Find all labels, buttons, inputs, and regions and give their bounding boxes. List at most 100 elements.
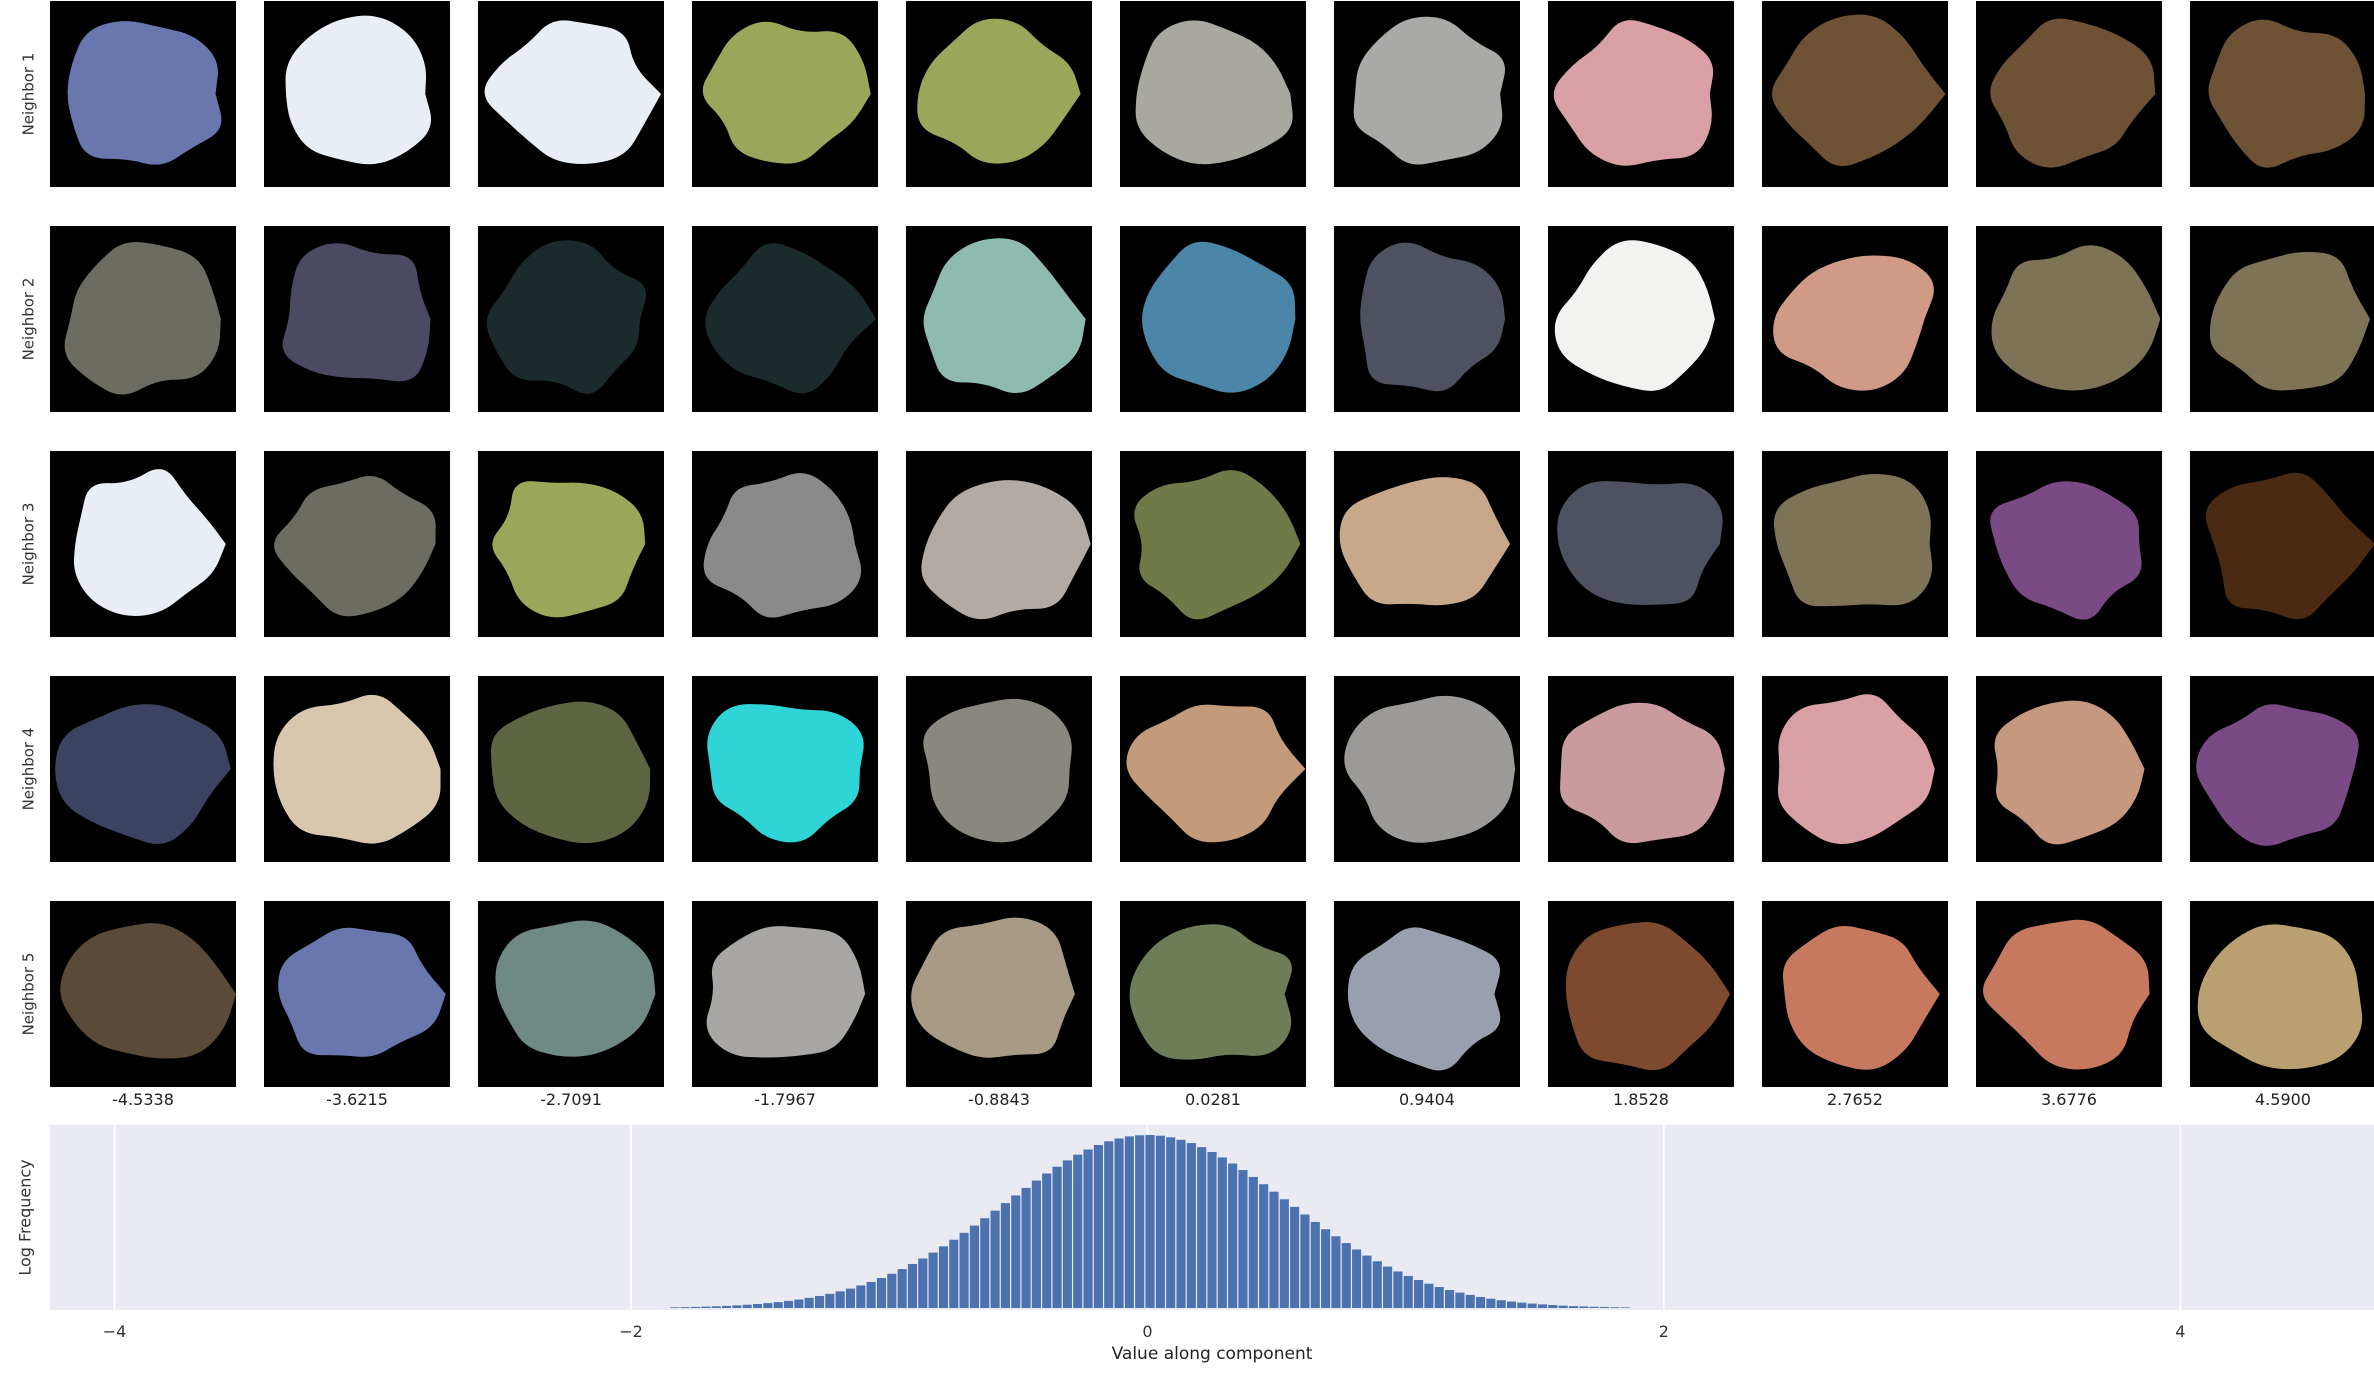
neighbor-image-tile (264, 1, 450, 187)
segment-blob (911, 917, 1075, 1058)
histogram-bar (1021, 1187, 1031, 1308)
segment-blob (64, 241, 221, 395)
histogram-y-label: Log Frequency (14, 1125, 36, 1310)
segment-blob (274, 476, 436, 617)
neighbor-image-tile (1976, 676, 2162, 862)
neighbor-image-tile (692, 226, 878, 412)
neighbor-image-tile (692, 676, 878, 862)
histogram-bar (1352, 1249, 1362, 1308)
histogram-bar (949, 1239, 959, 1308)
segment-blob (285, 15, 432, 165)
histogram-bar (1011, 1195, 1021, 1308)
histogram-bar (1300, 1214, 1310, 1308)
histogram-bar (1279, 1199, 1289, 1308)
neighbor-image-tile (1120, 901, 1306, 1087)
histogram-bar (876, 1278, 887, 1308)
y-axis-title: Log Frequency (15, 1159, 35, 1276)
segment-blob (1990, 481, 2142, 620)
histogram-bar (1414, 1280, 1424, 1308)
histogram-bar (701, 1306, 711, 1308)
histogram-bar (1599, 1307, 1610, 1308)
histogram-bar (1610, 1307, 1620, 1308)
histogram-bar (825, 1293, 835, 1308)
segment-blob (703, 473, 862, 618)
histogram-bar (928, 1252, 938, 1308)
segment-blob (1353, 16, 1506, 165)
histogram-bar (1217, 1157, 1227, 1308)
histogram-bar (1228, 1163, 1238, 1308)
neighbor-image-tile (478, 676, 664, 862)
histogram-bar (1341, 1243, 1351, 1308)
histogram-bar (1000, 1203, 1010, 1308)
segment-blob (486, 240, 647, 394)
segment-blob (1782, 925, 1940, 1070)
neighbor-image-tile (478, 1, 664, 187)
neighbor-image-tile (50, 901, 236, 1087)
histogram-bar (1517, 1302, 1527, 1308)
segment-blob (1129, 924, 1292, 1060)
neighbor-image-tile (1334, 1, 1520, 187)
histogram-bar (959, 1232, 969, 1308)
neighbor-image-tile (1762, 676, 1948, 862)
row-label-neighbor-1: Neighbor 1 (19, 52, 38, 136)
segment-blob (1772, 14, 1946, 167)
neighbor-image-tile (2190, 451, 2374, 637)
neighbor-image-tile (1120, 451, 1306, 637)
histogram-bar (835, 1291, 845, 1308)
histogram-bar (1124, 1136, 1134, 1308)
segment-blob (702, 21, 871, 164)
histogram-bar (1496, 1300, 1506, 1308)
segment-blob (60, 923, 236, 1059)
histogram-bar (1486, 1298, 1496, 1308)
column-value-label: 4.5900 (2255, 1090, 2311, 1109)
neighbor-image-tile (264, 451, 450, 637)
neighbor-image-tile (906, 451, 1092, 637)
histogram-bar (1238, 1170, 1248, 1308)
neighbor-image-tile (1548, 901, 1734, 1087)
histogram-bar (938, 1246, 949, 1308)
histogram-bar (690, 1306, 701, 1308)
histogram-bar (1083, 1149, 1093, 1308)
histogram-bar (1290, 1206, 1300, 1308)
neighbor-image-tile (1120, 226, 1306, 412)
neighbor-image-tile (1762, 226, 1948, 412)
segment-blob (1135, 20, 1293, 165)
histogram-bar (680, 1307, 690, 1308)
segment-blob (282, 243, 431, 382)
histogram-panel (50, 1125, 2374, 1310)
column-value-label: -4.5338 (112, 1090, 174, 1109)
x-tick-label: −4 (102, 1322, 127, 1341)
segment-blob (923, 238, 1086, 394)
segment-blob (1360, 242, 1506, 392)
neighbor-image-tile (50, 676, 236, 862)
column-value-label: 2.7652 (1827, 1090, 1883, 1109)
histogram-bar (1114, 1138, 1124, 1308)
neighbor-image-tile (1976, 1, 2162, 187)
histogram-bar (1155, 1135, 1165, 1308)
histogram-bar (1166, 1137, 1176, 1308)
histogram-bar (1073, 1154, 1083, 1308)
histogram-bar (1434, 1287, 1444, 1308)
histogram-bar (1568, 1306, 1579, 1308)
histogram-bar (1042, 1173, 1052, 1308)
segment-blob (1773, 474, 1933, 607)
x-tick-label: −2 (619, 1322, 643, 1341)
histogram-bar (1145, 1135, 1155, 1308)
segment-blob (917, 18, 1081, 164)
histogram-bar (1383, 1266, 1393, 1308)
row-label-neighbor-3: Neighbor 3 (19, 502, 38, 586)
histogram-bar (1506, 1301, 1517, 1308)
segment-blob (1773, 255, 1934, 391)
histogram-bar (1104, 1141, 1114, 1308)
neighbor-image-tile (692, 451, 878, 637)
segment-blob (705, 243, 876, 394)
segment-blob (1991, 245, 2161, 391)
histogram-bar (804, 1297, 814, 1308)
histogram-bar (887, 1273, 897, 1308)
neighbor-image-tile (2190, 226, 2374, 412)
neighbor-image-tile (1762, 1, 1948, 187)
histogram-bar (1207, 1151, 1217, 1308)
neighbor-image-tile (50, 226, 236, 412)
row-label-neighbor-5: Neighbor 5 (19, 952, 38, 1036)
segment-blob (1990, 18, 2156, 168)
